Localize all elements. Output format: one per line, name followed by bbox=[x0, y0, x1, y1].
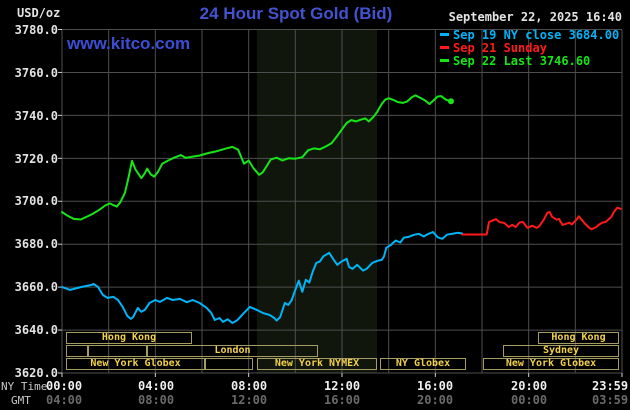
timestamp: September 22, 2025 16:40 bbox=[448, 10, 622, 24]
y-tick-label: 3620.0 bbox=[14, 366, 58, 380]
session-box-ny-globex-late: New York Globex bbox=[483, 358, 619, 370]
session-box-ny-nymex: New York NYMEX bbox=[257, 358, 377, 370]
ny-time-axis-title: NY Time bbox=[1, 380, 48, 393]
x-tick-gmt: 03:59 bbox=[592, 393, 629, 407]
session-box-unlabeled-2 bbox=[88, 345, 147, 357]
legend-item-label: Sep 22 Last 3746.60 bbox=[453, 53, 591, 68]
y-tick-label: 3700.0 bbox=[14, 194, 58, 208]
y-tick-label: 3740.0 bbox=[14, 109, 58, 123]
last-price-marker bbox=[447, 98, 454, 105]
x-tick-ny: 00:00 bbox=[46, 379, 83, 393]
y-tick-label: 3720.0 bbox=[14, 152, 58, 166]
session-box-london: London bbox=[147, 345, 318, 357]
x-tick-ny: 20:00 bbox=[511, 379, 548, 393]
y-tick-label: 3680.0 bbox=[14, 237, 58, 251]
session-box-unlabeled-1 bbox=[66, 345, 88, 357]
x-tick-gmt: 04:00 bbox=[46, 393, 83, 407]
x-tick-ny: 04:00 bbox=[138, 379, 175, 393]
session-box-sydney: Sydney bbox=[503, 345, 619, 357]
x-tick-ny: 08:00 bbox=[231, 379, 268, 393]
legend-dash-icon bbox=[440, 33, 449, 36]
gmt-axis-title: GMT bbox=[11, 394, 31, 407]
x-tick-ny: 23:59 bbox=[592, 379, 629, 393]
x-tick-gmt: 12:00 bbox=[231, 393, 268, 407]
session-box-ny-globex-early: New York Globex bbox=[66, 358, 205, 370]
x-tick-ny: 16:00 bbox=[417, 379, 454, 393]
y-tick-label: 3660.0 bbox=[14, 280, 58, 294]
legend-item-sep22: Sep 22 Last 3746.60 bbox=[440, 53, 619, 68]
session-box-ny-globex-mid: NY Globex bbox=[380, 358, 466, 370]
legend-item-label: Sep 19 NY close 3684.00 bbox=[453, 27, 620, 42]
y-tick-label: 3760.0 bbox=[14, 66, 58, 80]
x-tick-gmt: 08:00 bbox=[138, 393, 175, 407]
y-axis-unit-label: USD/oz bbox=[17, 6, 61, 20]
series-sep21-sunday bbox=[461, 206, 622, 236]
legend-dash-icon bbox=[440, 46, 449, 49]
x-tick-gmt: 16:00 bbox=[324, 393, 361, 407]
legend-item-sep21: Sep 21 Sunday bbox=[440, 40, 619, 55]
x-tick-gmt: 20:00 bbox=[417, 393, 454, 407]
session-box-unlabeled-3 bbox=[205, 358, 253, 370]
y-tick-label: 3780.0 bbox=[14, 23, 58, 37]
legend-item-sep19: Sep 19 NY close 3684.00 bbox=[440, 27, 620, 42]
page-title: 24 Hour Spot Gold (Bid) bbox=[199, 4, 393, 23]
legend-dash-icon bbox=[440, 59, 449, 62]
legend-item-label: Sep 21 Sunday bbox=[453, 40, 547, 55]
legend: Sep 19 NY close 3684.00 Sep 21 Sunday Se… bbox=[440, 27, 620, 68]
series-sep22-last bbox=[61, 94, 452, 221]
series-sep19-ny-close bbox=[61, 231, 464, 324]
x-tick-ny: 12:00 bbox=[324, 379, 361, 393]
kitco-watermark-link[interactable]: www.kitco.com bbox=[67, 34, 191, 53]
x-tick-gmt: 00:00 bbox=[511, 393, 548, 407]
session-box-hong-kong-early: Hong Kong bbox=[66, 332, 192, 344]
session-box-hong-kong-late: Hong Kong bbox=[538, 332, 619, 344]
y-tick-label: 3640.0 bbox=[14, 323, 58, 337]
